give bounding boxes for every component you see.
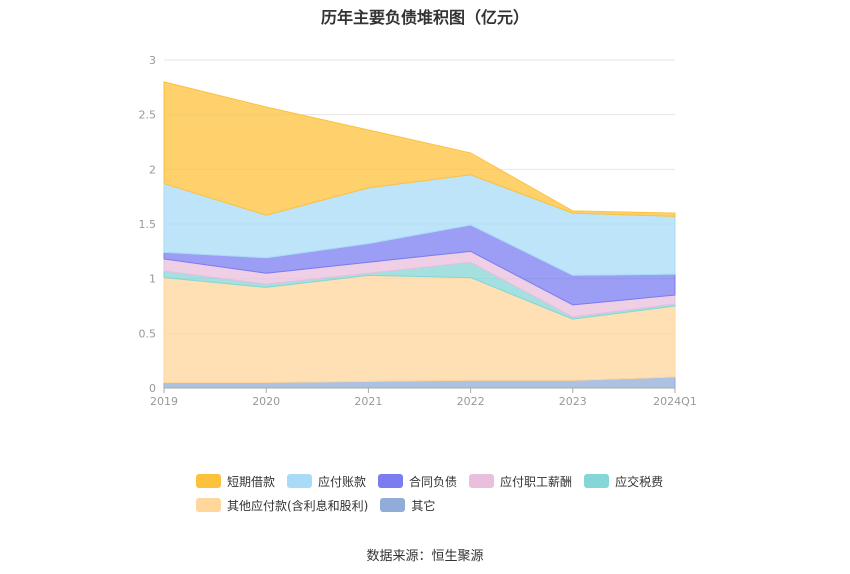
y-tick-label: 0.5 (139, 327, 157, 340)
x-tick-label: 2019 (150, 395, 178, 408)
y-tick-label: 2 (149, 163, 156, 176)
legend-item[interactable]: 其他应付款(含利息和股利) (196, 496, 368, 514)
data-source-note: 数据来源：恒生聚源 (366, 549, 484, 564)
legend-label: 应交税费 (615, 474, 664, 489)
legend-row: 其他应付款(含利息和股利) 其它 (196, 496, 676, 520)
x-tick-label: 2024Q1 (653, 395, 697, 408)
y-tick-label: 1 (149, 273, 156, 286)
x-tick-label: 2020 (252, 395, 280, 408)
x-tick-label: 2021 (354, 395, 382, 408)
x-tick-label: 2022 (457, 395, 485, 408)
y-tick-label: 2.5 (139, 109, 157, 122)
legend-label: 应付账款 (318, 474, 367, 489)
axes: 0 0.5 1 1.5 2 2.5 3 2019 2020 2021 2022 2023 2024Q1 (139, 54, 697, 408)
legend-swatch (378, 474, 404, 488)
legend-item[interactable]: 应交税费 (584, 472, 663, 490)
legend-label: 应付职工薪酬 (500, 474, 573, 489)
legend-item[interactable]: 短期借款 (196, 472, 275, 490)
legend-swatch (380, 498, 406, 512)
y-tick-label: 1.5 (139, 218, 157, 231)
legend-label: 短期借款 (227, 474, 276, 489)
legend-label: 其它 (411, 498, 436, 513)
legend-item[interactable]: 应付职工薪酬 (469, 472, 572, 490)
legend-swatch (196, 474, 221, 488)
legend-label: 其他应付款(含利息和股利) (227, 498, 369, 513)
chart-title: 历年主要负债堆积图（亿元） (320, 8, 529, 27)
legend-item[interactable]: 合同负债 (378, 472, 457, 490)
legend: 短期借款 应付账款 合同负债 应付职工薪酬 应交税费其他应付款(含利息和股利) 其它 (196, 472, 676, 520)
legend-item[interactable]: 其它 (380, 496, 435, 514)
area-series-短期借款[interactable] (163, 81, 676, 217)
legend-swatch (469, 474, 495, 488)
y-tick-label: 3 (149, 54, 156, 67)
y-tick-label: 0 (149, 382, 156, 395)
legend-row: 短期借款 应付账款 合同负债 应付职工薪酬 应交税费 (196, 472, 676, 496)
legend-swatch (287, 474, 313, 488)
legend-swatch (584, 474, 610, 488)
x-tick-label: 2023 (559, 395, 587, 408)
area-series-group (163, 81, 676, 389)
legend-swatch (196, 498, 221, 512)
legend-item[interactable]: 应付账款 (287, 472, 366, 490)
legend-label: 合同负债 (409, 474, 458, 489)
